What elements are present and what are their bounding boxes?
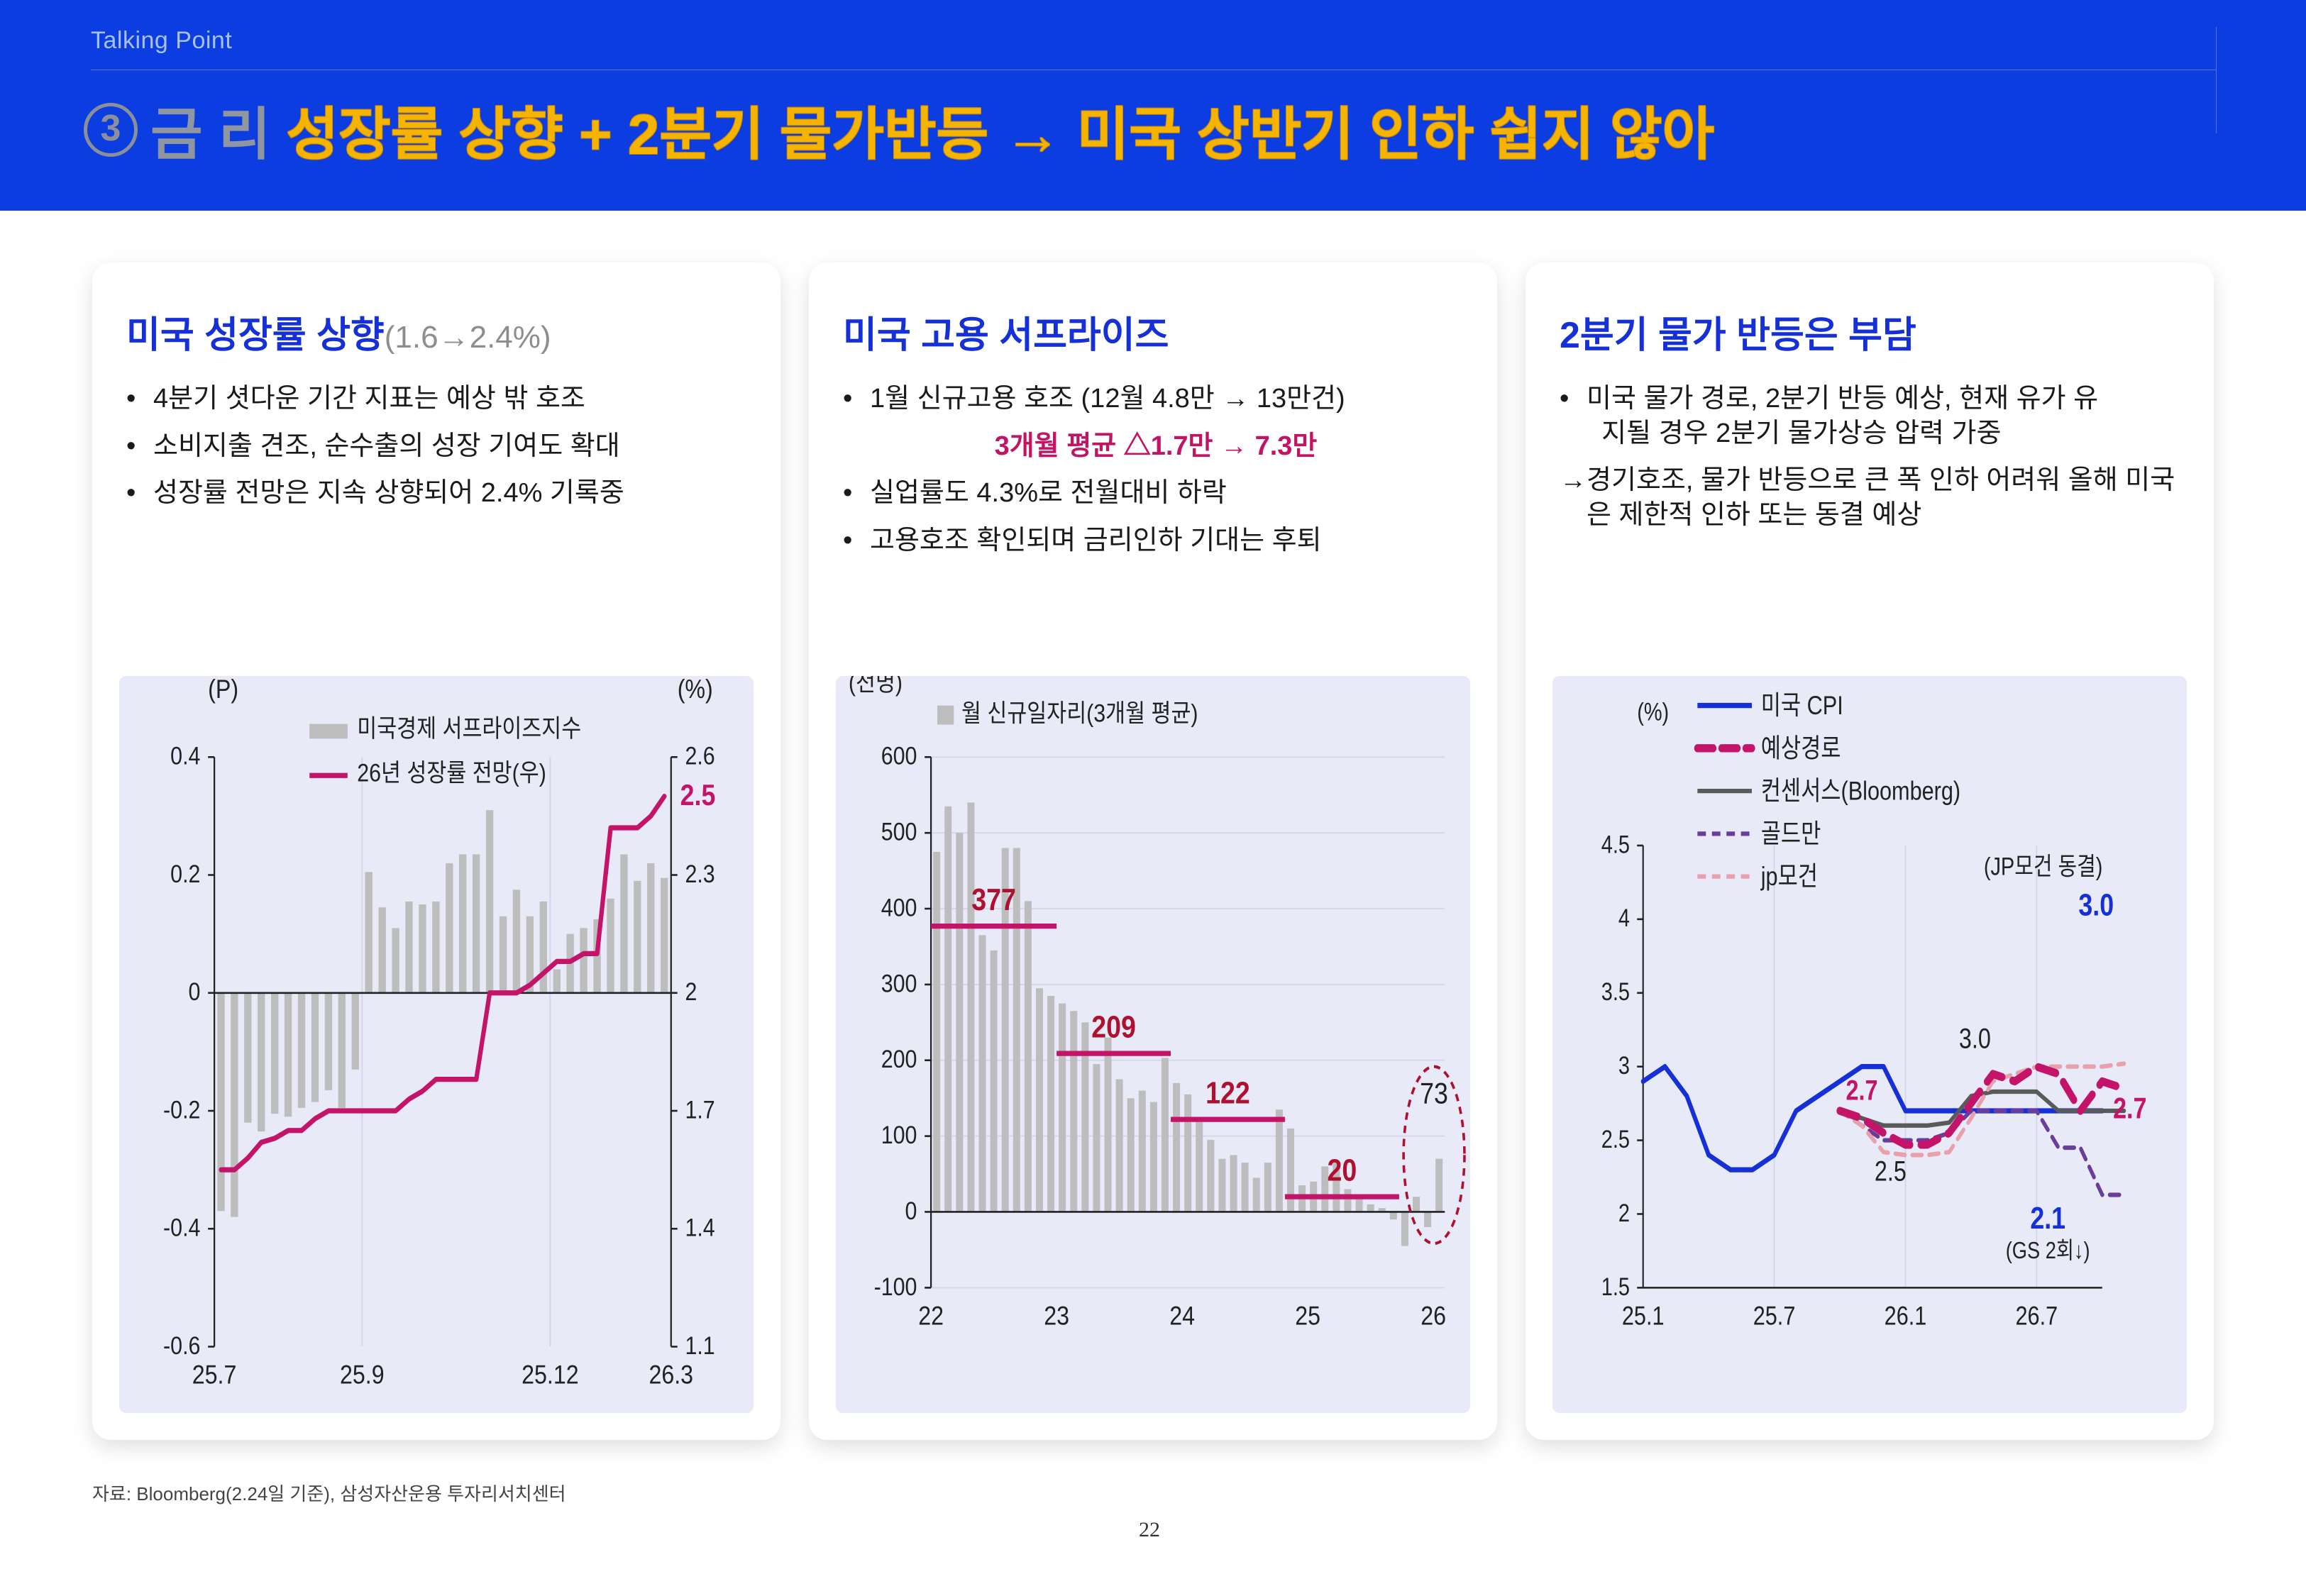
- svg-text:4.5: 4.5: [1601, 831, 1630, 858]
- svg-text:2.6: 2.6: [685, 742, 715, 770]
- svg-text:23: 23: [1044, 1301, 1069, 1331]
- svg-text:-100: -100: [874, 1273, 917, 1301]
- svg-text:25: 25: [1295, 1301, 1320, 1331]
- svg-text:25.1: 25.1: [1622, 1302, 1665, 1331]
- svg-text:-0.6: -0.6: [163, 1331, 200, 1360]
- svg-text:4: 4: [1618, 904, 1630, 932]
- svg-text:2: 2: [1618, 1199, 1630, 1226]
- svg-text:컨센서스(Bloomberg): 컨센서스(Bloomberg): [1761, 777, 1960, 807]
- svg-text:1.7: 1.7: [685, 1095, 715, 1124]
- svg-text:400: 400: [881, 893, 917, 921]
- svg-text:미국 CPI: 미국 CPI: [1761, 691, 1843, 721]
- svg-text:미국경제 서프라이즈지수: 미국경제 서프라이즈지수: [357, 714, 581, 743]
- svg-text:26.3: 26.3: [649, 1360, 693, 1390]
- svg-text:1.5: 1.5: [1601, 1273, 1630, 1300]
- svg-text:2.7: 2.7: [2113, 1092, 2146, 1125]
- svg-text:600: 600: [881, 742, 917, 770]
- svg-text:2.5: 2.5: [680, 780, 716, 812]
- svg-text:0: 0: [905, 1197, 917, 1225]
- svg-text:1.1: 1.1: [685, 1331, 715, 1360]
- svg-text:1.4: 1.4: [685, 1213, 715, 1241]
- svg-text:3: 3: [1618, 1051, 1630, 1079]
- svg-text:골드만: 골드만: [1761, 819, 1821, 849]
- svg-text:2.3: 2.3: [685, 860, 715, 888]
- svg-text:100: 100: [881, 1121, 917, 1149]
- svg-text:2.7: 2.7: [1846, 1074, 1878, 1106]
- svg-text:209: 209: [1091, 1009, 1136, 1044]
- svg-text:26.7: 26.7: [2016, 1302, 2058, 1331]
- svg-text:(GS 2회↓): (GS 2회↓): [2006, 1237, 2090, 1263]
- svg-text:25.7: 25.7: [192, 1360, 237, 1390]
- svg-text:(JP모건 동결): (JP모건 동결): [1984, 853, 2103, 880]
- svg-text:예상경로: 예상경로: [1761, 733, 1841, 763]
- svg-text:377: 377: [971, 882, 1016, 916]
- svg-text:jp모건: jp모건: [1760, 862, 1818, 892]
- svg-text:2.5: 2.5: [1875, 1156, 1907, 1187]
- svg-text:0.2: 0.2: [170, 860, 200, 888]
- svg-text:3.5: 3.5: [1601, 977, 1630, 1005]
- svg-text:25.12: 25.12: [522, 1360, 579, 1390]
- svg-text:0.4: 0.4: [170, 742, 200, 770]
- svg-text:26: 26: [1420, 1301, 1446, 1331]
- svg-text:24: 24: [1169, 1301, 1195, 1331]
- svg-text:200: 200: [881, 1045, 917, 1073]
- svg-text:73: 73: [1420, 1077, 1448, 1110]
- svg-text:2.5: 2.5: [1601, 1125, 1630, 1153]
- svg-text:500: 500: [881, 817, 917, 846]
- svg-text:(천명): (천명): [849, 676, 903, 696]
- svg-text:25.7: 25.7: [1753, 1302, 1796, 1331]
- svg-text:(%): (%): [678, 676, 713, 704]
- svg-text:20: 20: [1328, 1153, 1357, 1187]
- svg-text:2: 2: [685, 977, 697, 1006]
- svg-text:2.1: 2.1: [2030, 1202, 2065, 1236]
- svg-text:22: 22: [918, 1301, 944, 1331]
- svg-text:(%): (%): [1637, 698, 1669, 726]
- svg-text:26.1: 26.1: [1885, 1302, 1927, 1331]
- svg-text:0: 0: [189, 977, 201, 1006]
- svg-text:3.0: 3.0: [1959, 1023, 1991, 1055]
- svg-text:-0.2: -0.2: [163, 1095, 200, 1124]
- svg-text:3.0: 3.0: [2078, 888, 2114, 922]
- svg-text:26년 성장률 전망(우): 26년 성장률 전망(우): [357, 758, 546, 787]
- svg-text:25.9: 25.9: [340, 1360, 385, 1390]
- svg-text:(P): (P): [208, 676, 238, 704]
- svg-text:월 신규일자리(3개월 평균): 월 신규일자리(3개월 평균): [961, 699, 1198, 727]
- svg-text:122: 122: [1206, 1075, 1250, 1110]
- svg-text:300: 300: [881, 969, 917, 997]
- svg-text:-0.4: -0.4: [163, 1213, 200, 1241]
